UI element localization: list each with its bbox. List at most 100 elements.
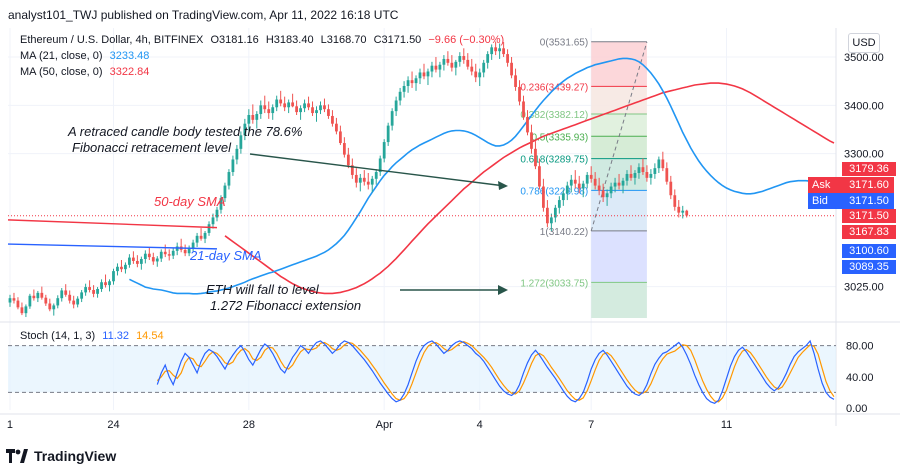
ask-value: 3171.60 — [849, 179, 889, 191]
legend-ma50-row[interactable]: MA (50, close, 0) 3322.84 — [20, 66, 153, 78]
price-tag-ma50: 3167.83 — [842, 225, 896, 239]
fib-trend-line — [590, 41, 648, 232]
candle-body — [629, 173, 633, 178]
footer-brand[interactable]: TradingView — [6, 448, 116, 464]
candle-body — [633, 173, 637, 178]
candle-body — [215, 209, 219, 218]
candle-body — [490, 47, 494, 55]
legend-symbol[interactable]: Ethereum / U.S. Dollar, 4h, BITFINEX — [20, 34, 204, 46]
fib-level-label: 0.786(3223.98) — [520, 186, 588, 197]
candle-body — [362, 177, 366, 182]
candle-body — [68, 294, 72, 301]
candle-body — [32, 295, 36, 299]
candle-body — [247, 115, 251, 124]
candle-body — [486, 54, 490, 63]
chart-frame: 0(3531.65) 0.236(3439.27) 0.382(3382.12) 0.… — [0, 28, 900, 471]
candle-body — [542, 186, 545, 208]
candle-body — [609, 186, 613, 194]
price-tick-label: 3300.00 — [844, 149, 884, 161]
candle-body — [64, 290, 68, 295]
stoch-tick-label: 80.00 — [846, 341, 874, 353]
price-tag-high: 3179.36 — [842, 162, 896, 176]
chart-canvas[interactable]: 0(3531.65) 0.236(3439.27) 0.382(3382.12) 0.… — [0, 28, 900, 471]
fib-zone — [591, 86, 647, 114]
candle-body — [271, 107, 275, 114]
legend-ma21-label: MA (21, close, 0) — [20, 50, 103, 62]
bid-key: Bid — [812, 195, 828, 207]
candle-body — [56, 298, 60, 306]
candle-body — [315, 110, 318, 114]
legend-stoch-label: Stoch (14, 1, 3) — [20, 330, 96, 342]
candle-body — [96, 289, 99, 294]
candle-body — [48, 303, 52, 310]
candle-body — [342, 143, 346, 155]
legend-ma21-row[interactable]: MA (21, close, 0) 3233.48 — [20, 50, 153, 62]
candle-body — [593, 178, 597, 186]
candle-body — [685, 210, 689, 216]
candle-body — [108, 281, 111, 286]
candle-body — [358, 177, 362, 183]
candle-body — [518, 86, 521, 102]
candle-body — [346, 154, 350, 166]
candle-body — [549, 217, 553, 224]
annotation-sma21: 21-day SMA — [189, 248, 262, 263]
candle-body — [291, 102, 295, 107]
fib-zone — [591, 230, 647, 283]
candle-body — [147, 253, 151, 258]
candle-body — [577, 183, 581, 189]
annotation-retrace-line1: A retraced candle body tested the 78.6% — [67, 124, 302, 139]
candle-body — [422, 72, 426, 77]
candle-body — [557, 200, 561, 208]
candle-body — [474, 71, 478, 78]
candle-body — [207, 224, 211, 233]
candle-body — [191, 242, 195, 249]
currency-button[interactable]: USD — [848, 33, 880, 53]
candle-body — [259, 105, 263, 115]
stoch-tick-label: 40.00 — [846, 372, 874, 384]
candle-body — [124, 264, 127, 270]
candle-body — [155, 258, 159, 262]
legend-symbol-row: Ethereum / U.S. Dollar, 4h, BITFINEX O31… — [20, 34, 508, 46]
candle-body — [319, 105, 322, 111]
candle-body — [92, 289, 95, 294]
candle-body — [681, 210, 685, 213]
candle-body — [366, 181, 370, 185]
candle-body — [187, 248, 191, 254]
candle-body — [601, 190, 605, 198]
candle-body — [394, 100, 398, 112]
fib-level-label: 0.382(3382.12) — [520, 110, 588, 121]
candle-body — [327, 109, 330, 116]
legend-close: C3171.50 — [373, 34, 422, 46]
candle-body — [458, 56, 462, 62]
candle-body — [339, 131, 342, 144]
time-tick-label: 1 — [7, 419, 13, 431]
fib-extension-zone — [591, 282, 647, 318]
candle-body — [398, 91, 402, 101]
candle-body — [112, 271, 115, 282]
candle-body — [418, 72, 422, 79]
candle-body — [669, 181, 673, 196]
bid-pill: Bid 3171.50 — [808, 193, 894, 209]
candle-body — [235, 148, 239, 160]
candle-body — [478, 72, 482, 78]
candle-body — [645, 172, 649, 178]
legend-low: L3168.70 — [320, 34, 367, 46]
candle-body — [203, 232, 207, 239]
stoch-tick-label: 0.00 — [846, 403, 867, 415]
candle-body — [12, 298, 16, 301]
candle-body — [295, 106, 298, 113]
legend-stoch-row[interactable]: Stoch (14, 1, 3) 11.32 14.54 — [20, 330, 168, 342]
candle-body — [279, 99, 283, 104]
candle-body — [617, 182, 621, 186]
candle-body — [52, 305, 56, 310]
legend-ma50-value: 3322.84 — [109, 66, 150, 78]
candle-body — [530, 132, 533, 149]
candle-body — [414, 78, 418, 84]
bid-value: 3171.50 — [849, 195, 889, 207]
candle-body — [88, 287, 91, 290]
candle-body — [657, 159, 661, 169]
candle-body — [72, 300, 76, 305]
candle-body — [331, 115, 334, 124]
candle-body — [510, 62, 513, 76]
annotation-sma50: 50-day SMA — [154, 194, 226, 209]
